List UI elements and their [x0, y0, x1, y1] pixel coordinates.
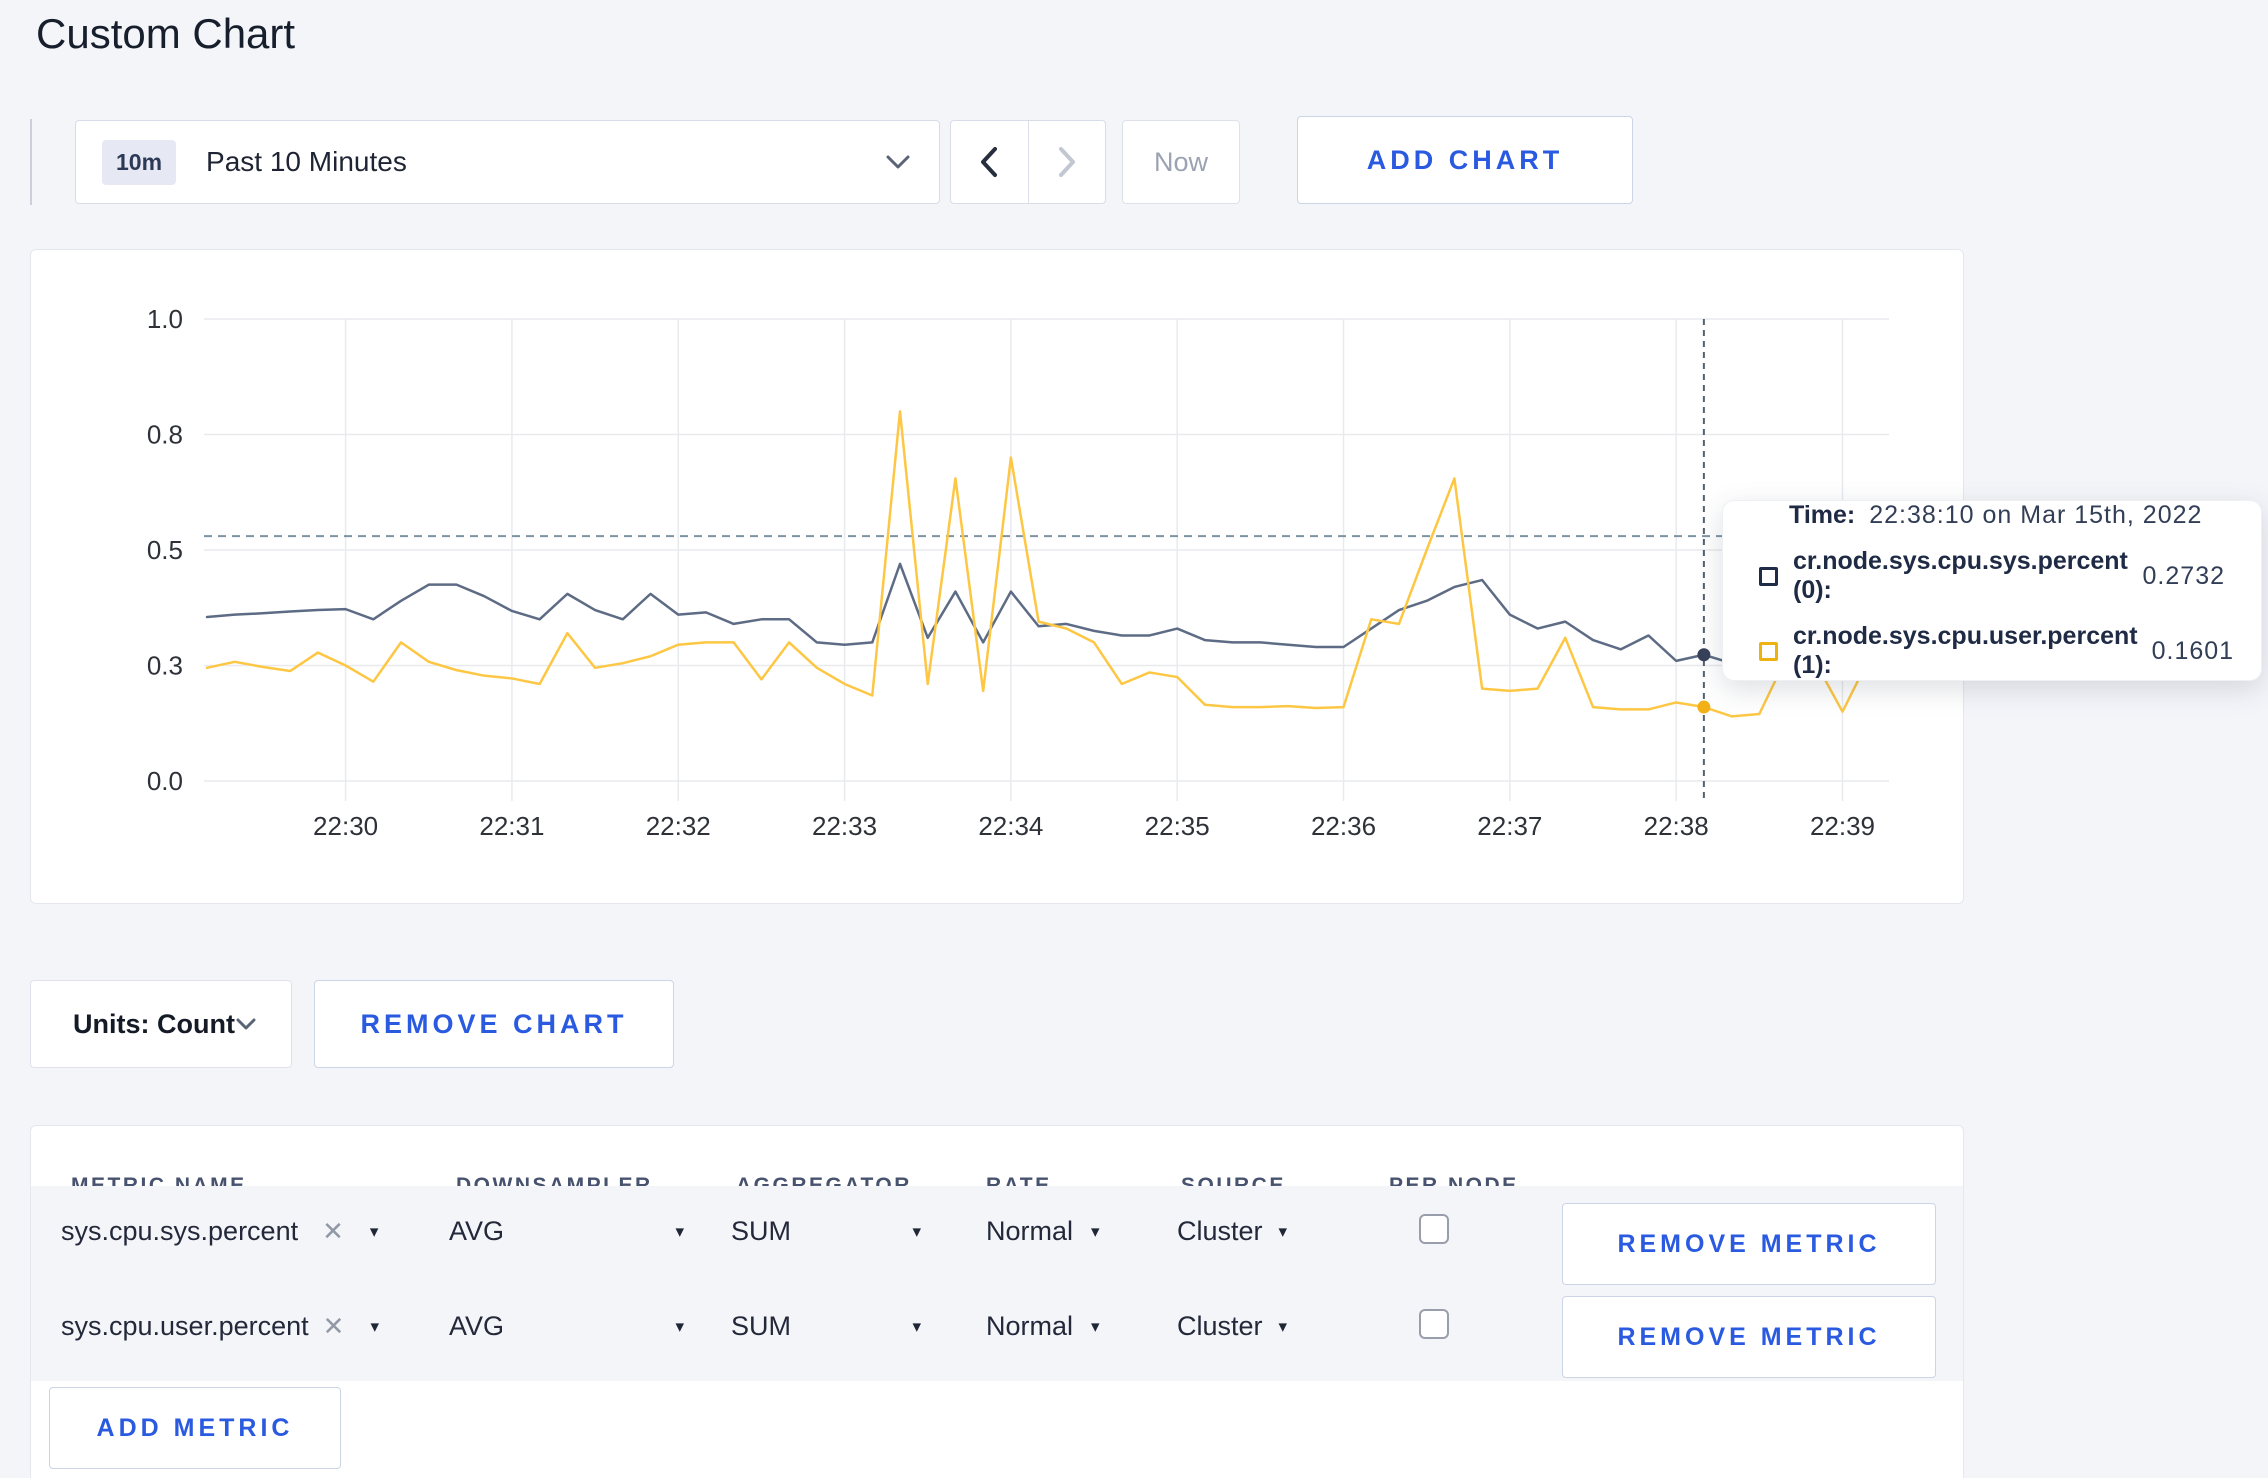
metric-name-value: sys.cpu.sys.percent — [61, 1216, 299, 1246]
svg-text:22:37: 22:37 — [1477, 811, 1542, 841]
page-title: Custom Chart — [36, 10, 296, 57]
metric-row: sys.cpu.sys.percent ✕ ▾ AVG ▾ SUM ▾ Norm… — [31, 1186, 1963, 1283]
source-select[interactable]: Cluster ▾ — [1177, 1311, 1287, 1342]
metrics-table: METRIC NAME DOWNSAMPLER AGGREGATOR RATE … — [30, 1125, 1964, 1478]
aggregator-value: SUM — [731, 1216, 791, 1246]
remove-chart-button[interactable]: REMOVE CHART — [314, 980, 674, 1068]
units-select[interactable]: Units: Count — [30, 980, 292, 1068]
chart-tooltip: Time: 22:38:10 on Mar 15th, 2022 cr.node… — [1722, 500, 2262, 681]
tooltip-series-label: cr.node.sys.cpu.user.percent (1): — [1793, 622, 2138, 679]
svg-text:22:34: 22:34 — [978, 811, 1043, 841]
svg-text:22:39: 22:39 — [1810, 811, 1875, 841]
downsampler-select[interactable]: AVG ▾ — [449, 1311, 684, 1342]
tooltip-series-value: 0.2732 — [2142, 561, 2225, 590]
downsampler-select[interactable]: AVG ▾ — [449, 1216, 684, 1247]
caret-down-icon: ▾ — [1091, 1316, 1100, 1336]
chevron-right-icon — [1058, 147, 1075, 177]
svg-text:22:35: 22:35 — [1145, 811, 1210, 841]
caret-down-icon: ▾ — [675, 1221, 684, 1241]
rate-select[interactable]: Normal ▾ — [986, 1216, 1100, 1247]
now-button[interactable]: Now — [1122, 120, 1240, 204]
time-range-select[interactable]: 10m Past 10 Minutes — [75, 120, 940, 204]
downsampler-value: AVG — [449, 1216, 505, 1246]
series-swatch-sys — [1759, 566, 1778, 586]
chart-svg[interactable]: 0.0 0.3 0.5 0.8 1.0 22:30 22:31 22:32 22:33 22:34… — [31, 250, 1965, 905]
aggregator-select[interactable]: SUM ▾ — [731, 1311, 921, 1342]
tooltip-series-label: cr.node.sys.cpu.sys.percent (0): — [1793, 547, 2128, 604]
caret-down-icon: ▾ — [1278, 1221, 1288, 1241]
toolbar-divider — [30, 119, 32, 205]
per-node-checkbox[interactable] — [1419, 1214, 1449, 1244]
svg-text:22:31: 22:31 — [479, 811, 544, 841]
aggregator-select[interactable]: SUM ▾ — [731, 1216, 921, 1247]
svg-text:1.0: 1.0 — [147, 304, 183, 334]
series-swatch-user — [1759, 641, 1778, 661]
svg-text:22:36: 22:36 — [1311, 811, 1376, 841]
caret-down-icon: ▾ — [675, 1316, 684, 1336]
svg-text:0.3: 0.3 — [147, 651, 183, 681]
rate-value: Normal — [986, 1216, 1074, 1246]
time-step-buttons — [950, 120, 1106, 204]
units-label: Units: Count — [73, 1008, 235, 1039]
caret-down-icon: ▾ — [370, 1316, 379, 1336]
add-metric-button[interactable]: ADD METRIC — [49, 1387, 341, 1469]
rate-value: Normal — [986, 1311, 1074, 1341]
svg-text:22:38: 22:38 — [1644, 811, 1709, 841]
chevron-down-icon — [886, 155, 910, 169]
remove-metric-button[interactable]: REMOVE METRIC — [1562, 1296, 1936, 1378]
caret-down-icon: ▾ — [369, 1221, 379, 1241]
svg-text:22:33: 22:33 — [812, 811, 877, 841]
svg-text:0.8: 0.8 — [147, 420, 183, 450]
source-select[interactable]: Cluster ▾ — [1177, 1216, 1287, 1247]
metric-name-select[interactable]: sys.cpu.sys.percent ✕ ▾ — [61, 1216, 378, 1247]
time-range-label: Past 10 Minutes — [206, 146, 407, 177]
tooltip-series-value: 0.1601 — [2151, 636, 2235, 665]
chart-card: 0.0 0.3 0.5 0.8 1.0 22:30 22:31 22:32 22:33 22:34… — [30, 249, 1964, 904]
metric-name-select[interactable]: sys.cpu.user.percent ✕ ▾ — [61, 1311, 379, 1342]
svg-text:22:32: 22:32 — [646, 811, 711, 841]
source-value: Cluster — [1177, 1311, 1263, 1341]
prev-time-button[interactable] — [951, 121, 1029, 203]
tooltip-series-row: cr.node.sys.cpu.sys.percent (0): 0.2732 — [1759, 547, 2225, 605]
downsampler-value: AVG — [449, 1311, 505, 1341]
chevron-down-icon — [236, 1018, 256, 1029]
svg-text:0.5: 0.5 — [147, 535, 183, 565]
per-node-checkbox[interactable] — [1419, 1309, 1449, 1339]
caret-down-icon: ▾ — [912, 1316, 921, 1336]
chevron-left-icon — [981, 147, 998, 177]
svg-text:0.0: 0.0 — [147, 766, 183, 796]
tooltip-time-label: Time: — [1789, 501, 1856, 529]
aggregator-value: SUM — [731, 1311, 791, 1341]
metric-row: sys.cpu.user.percent ✕ ▾ AVG ▾ SUM ▾ Nor… — [31, 1283, 1963, 1380]
tooltip-time-value: 22:38:10 on Mar 15th, 2022 — [1869, 501, 2203, 529]
source-value: Cluster — [1177, 1216, 1263, 1246]
metric-name-value: sys.cpu.user.percent — [61, 1311, 309, 1341]
caret-down-icon: ▾ — [1278, 1316, 1288, 1336]
tooltip-series-row: cr.node.sys.cpu.user.percent (1): 0.1601 — [1759, 622, 2233, 680]
clear-metric-icon[interactable]: ✕ — [322, 1311, 345, 1341]
next-time-button[interactable] — [1029, 121, 1106, 203]
clear-metric-icon[interactable]: ✕ — [322, 1216, 344, 1246]
caret-down-icon: ▾ — [1091, 1221, 1100, 1241]
add-chart-button[interactable]: ADD CHART — [1297, 116, 1633, 204]
svg-text:22:30: 22:30 — [313, 811, 378, 841]
rate-select[interactable]: Normal ▾ — [986, 1311, 1100, 1342]
tooltip-time-row: Time: 22:38:10 on Mar 15th, 2022 — [1759, 501, 2225, 530]
time-range-badge: 10m — [102, 139, 177, 185]
remove-metric-button[interactable]: REMOVE METRIC — [1562, 1203, 1936, 1285]
caret-down-icon: ▾ — [912, 1221, 921, 1241]
